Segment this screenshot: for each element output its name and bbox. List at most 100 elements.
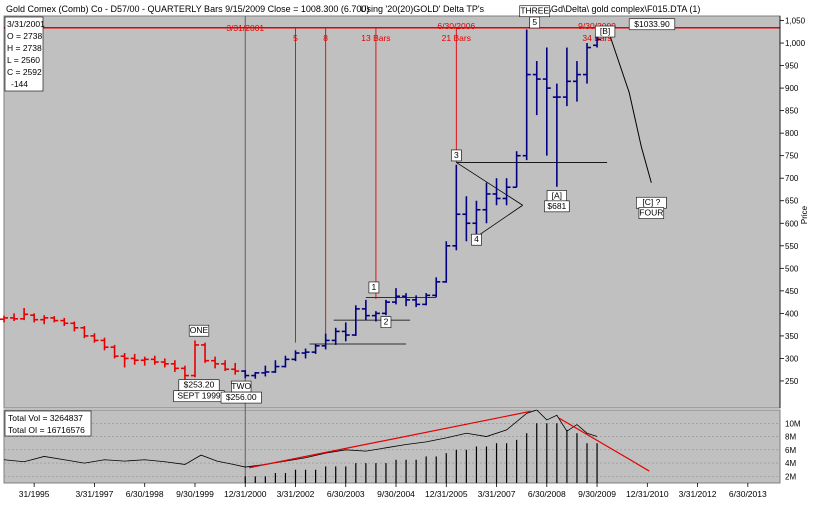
volume-info-box: Total Vol = 3264837 Total OI = 16716576 — [4, 410, 92, 437]
price-tick-label: 750 — [785, 152, 799, 161]
wave-label: $253.20 — [184, 380, 215, 390]
ohlc-bar — [412, 295, 421, 308]
volume-tick-label: 10M — [785, 419, 801, 428]
time-tick-label: 31/1995 — [19, 489, 50, 499]
wave-label: 2 — [384, 317, 389, 327]
header-center-text: Using '20(20)GOLD' Delta TP's — [360, 4, 485, 14]
wave-label: FOUR — [639, 208, 663, 218]
marker-count-label: 13 Bars — [361, 33, 390, 43]
ohlc-bar — [261, 365, 270, 377]
ohlc-bar — [20, 307, 29, 321]
ohlc-bar — [371, 311, 380, 322]
ohlc-bar — [150, 355, 159, 365]
price-tick-label: 350 — [785, 332, 799, 341]
wave-label-box — [529, 16, 541, 29]
time-tick-label: 6/30/2013 — [729, 489, 767, 499]
volume-tick-label: 2M — [785, 472, 796, 481]
ohlc-bar — [321, 333, 330, 350]
ohlc-bar — [160, 358, 169, 368]
ohlc-bars — [0, 29, 602, 380]
ohlc-bar — [10, 313, 19, 322]
header-bar — [4, 2, 816, 15]
ohlc-bar — [80, 325, 89, 339]
wave-label: [B] — [600, 26, 610, 36]
price-tick-label: 1,050 — [785, 17, 806, 26]
ohlc-bar — [100, 337, 109, 351]
volume-tick-label: 8M — [785, 433, 796, 442]
time-tick-label: 12/31/2005 — [425, 489, 468, 499]
ohlc-bar — [110, 344, 119, 359]
wave-label: ONE — [190, 325, 209, 335]
wave-label: THREE — [520, 6, 549, 16]
wave-label: TWO — [231, 381, 251, 391]
ohlc-bar — [492, 178, 501, 206]
trend-line — [476, 204, 523, 238]
header-left-text: Gold Comex (Comb) Co - D57/00 - QUARTERL… — [6, 4, 369, 14]
wave-label: [A] — [552, 190, 562, 200]
wave-label-secondary: $256.00 — [226, 392, 257, 402]
ohlc-bar — [522, 29, 531, 161]
resistance-label-box — [628, 18, 676, 31]
ohlc-bar — [502, 178, 511, 206]
wave-label-box — [594, 25, 616, 38]
info-open: O = 2738 — [7, 31, 42, 41]
ohlc-bar — [512, 151, 521, 189]
marker-count-label: 3/31/2001 — [226, 23, 264, 33]
ohlc-bar — [472, 200, 481, 237]
ohlc-bar — [442, 241, 451, 283]
wave-label: [C] ? — [642, 197, 660, 207]
time-tick-label: 3/31/2007 — [478, 489, 516, 499]
volume-series — [3, 409, 650, 483]
ohlc-bar — [402, 293, 411, 307]
volume-trend-line — [249, 410, 531, 469]
ohlc-info-box: 3/31/2001 O = 2738 H = 2738 L = 2560 C =… — [4, 16, 45, 92]
ohlc-bar — [180, 365, 189, 380]
price-axis-label: Price — [800, 205, 809, 224]
wave-label: 4 — [474, 234, 479, 244]
ohlc-bar — [351, 305, 360, 336]
axes: 250 300 350 400 450 500 550 600 650 700 750 800 850 9… — [19, 16, 809, 499]
ohlc-bar — [0, 315, 8, 323]
header-right-text: File: C:\Gd\Delta\ gold complex\F015.DTA… — [520, 4, 700, 14]
ohlc-bar — [241, 370, 250, 379]
price-tick-label: 850 — [785, 107, 799, 116]
ohlc-bar — [311, 344, 320, 354]
ohlc-bar — [361, 299, 370, 321]
open-interest-line — [3, 409, 598, 468]
price-tick-label: 300 — [785, 354, 799, 363]
price-tick-label: 650 — [785, 197, 799, 206]
time-tick-label: 9/30/2009 — [578, 489, 616, 499]
wave-label: 1 — [372, 282, 377, 292]
price-tick-label: 600 — [785, 219, 799, 228]
price-tick-label: 450 — [785, 287, 799, 296]
ohlc-bar — [532, 61, 541, 116]
ohlc-bar — [271, 360, 280, 373]
time-tick-label: 6/30/2003 — [327, 489, 365, 499]
ohlc-bar — [281, 355, 290, 368]
time-tick-label: 9/30/1999 — [176, 489, 214, 499]
ohlc-bar — [291, 350, 300, 362]
volume-tick-label: 4M — [785, 459, 796, 468]
time-tick-label: 6/30/1998 — [126, 489, 164, 499]
info-date: 3/31/2001 — [7, 19, 45, 29]
ohlc-bar — [422, 293, 431, 306]
time-tick-label: 12/31/2000 — [224, 489, 267, 499]
ohlc-bar — [90, 333, 99, 343]
ohlc-bar — [251, 371, 260, 379]
info-box-frame — [4, 16, 44, 92]
grid-lines — [4, 16, 780, 483]
info-low: L = 2560 — [7, 55, 40, 65]
price-tick-label: 800 — [785, 129, 799, 138]
info-high: H = 2738 — [7, 43, 42, 53]
ohlc-bar — [331, 327, 340, 345]
time-tick-label: 3/31/2012 — [679, 489, 717, 499]
projection-path — [606, 27, 652, 183]
price-tick-label: 900 — [785, 84, 799, 93]
bar-count-markers: $1033.90 3/31/2001 5 8 13 Bars 6/30/2006 21 Ba… — [4, 18, 780, 343]
price-tick-label: 400 — [785, 309, 799, 318]
wave-label-secondary-box — [220, 391, 262, 404]
trend-line — [456, 162, 523, 206]
time-tick-label: 9/30/2004 — [377, 489, 415, 499]
ohlc-bar — [170, 360, 179, 372]
